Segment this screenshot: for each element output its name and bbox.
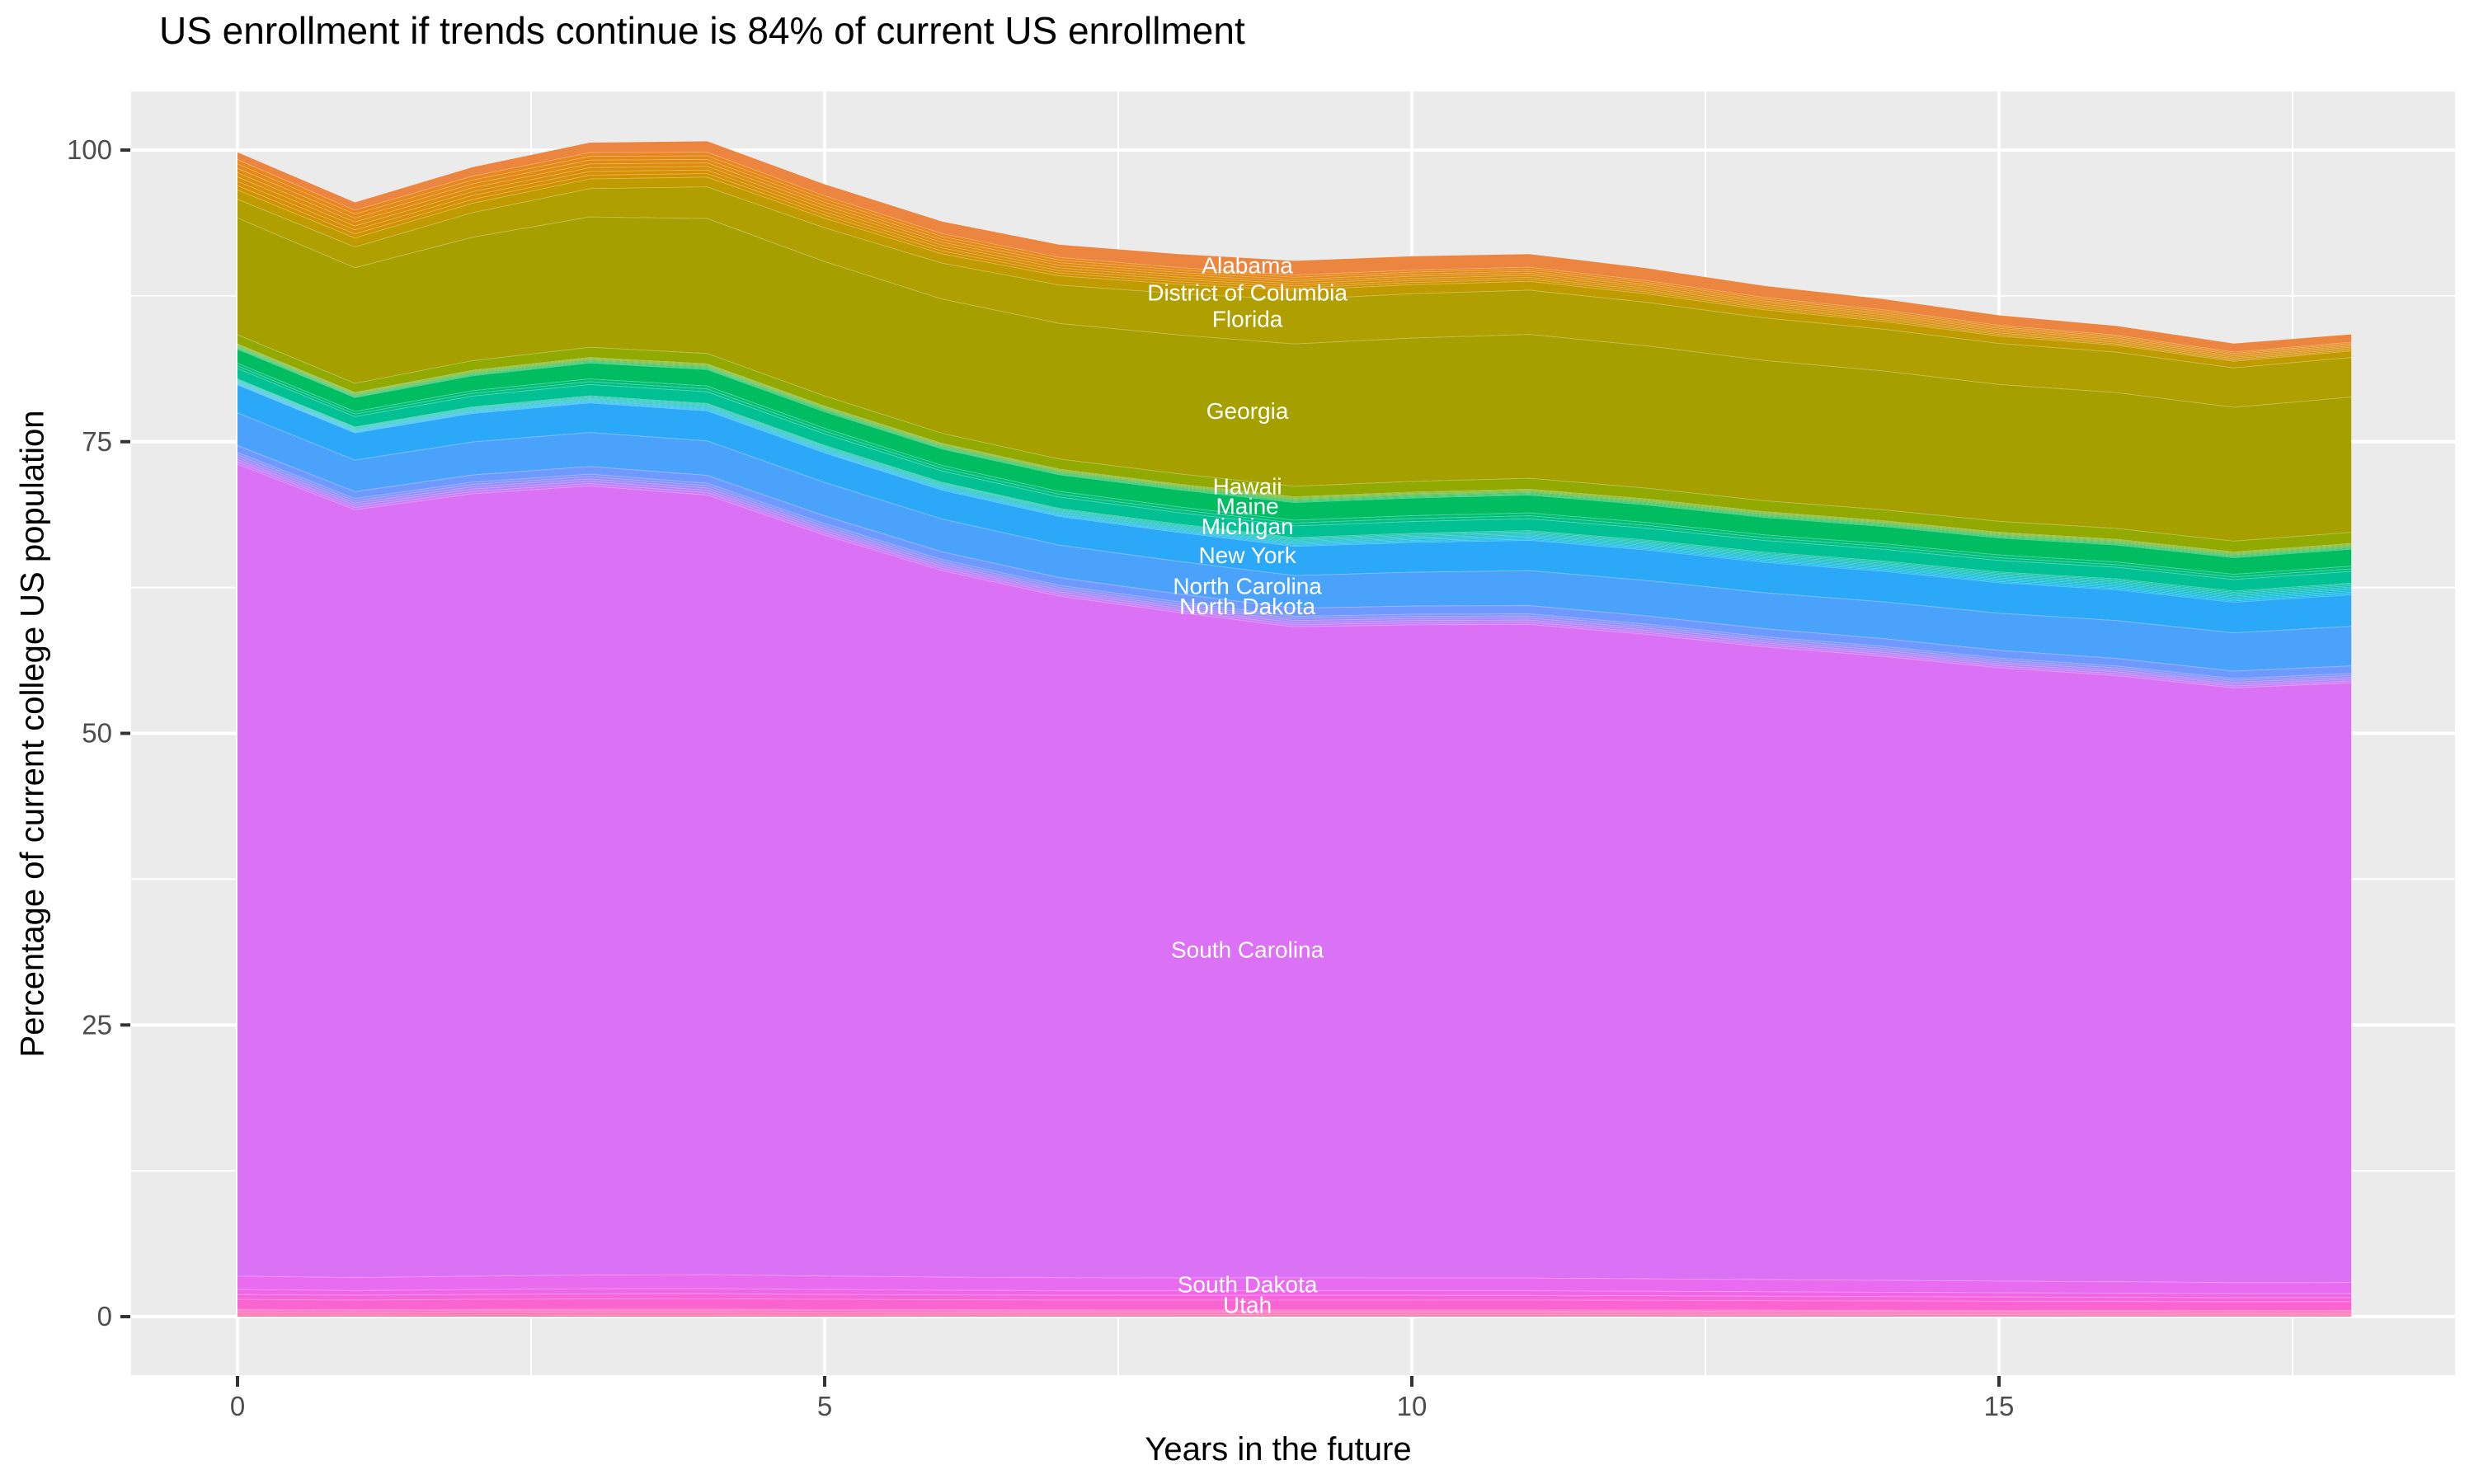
band-south-dakota	[238, 1274, 2352, 1294]
band-vermont-wyoming-states-slice-5	[238, 1310, 2352, 1313]
y-tick-label-0: 0	[97, 1301, 112, 1331]
band-label-utah: Utah	[1223, 1293, 1272, 1318]
y-tick-label-100: 100	[67, 134, 112, 165]
band-tennessee-texas-states-slice-2	[238, 1288, 2352, 1298]
band-michigan	[238, 368, 2352, 591]
band-label-hawaii: Hawaii	[1213, 474, 1282, 500]
band-maine	[238, 349, 2352, 575]
band-vermont-wyoming-states-slice-3	[238, 1313, 2352, 1315]
band-vermont-wyoming-states-slice-6	[238, 1308, 2352, 1312]
band-north-carolina	[238, 412, 2352, 671]
x-tick-label-15: 15	[1984, 1391, 2015, 1421]
band-alabama	[238, 141, 2352, 352]
band-label-alabama: Alabama	[1202, 252, 1293, 278]
band-georgia	[238, 216, 2352, 541]
band-new-york	[238, 384, 2352, 633]
band-tennessee-texas-states-slice-1	[238, 1293, 2352, 1302]
band-vermont-wyoming-states-slice-2	[238, 1313, 2352, 1316]
band-district-of-columbia	[238, 176, 2352, 368]
band-label-south-dakota: South Dakota	[1178, 1271, 1318, 1297]
band-label-florida: Florida	[1212, 306, 1283, 331]
y-tick-label-75: 75	[82, 426, 112, 457]
band-utah	[238, 1298, 2352, 1311]
band-label-michigan: Michigan	[1202, 514, 1294, 539]
band-label-maine: Maine	[1216, 494, 1278, 519]
band-label-new-york: New York	[1198, 542, 1296, 568]
chart-title: US enrollment if trends continue is 84% …	[159, 9, 1245, 52]
band-label-georgia: Georgia	[1206, 398, 1289, 424]
y-tick-label-50: 50	[82, 718, 112, 749]
band-alaska-delaware-states-slice-3	[238, 166, 2352, 359]
band-florida	[238, 186, 2352, 407]
band-label-district-of-columbia: District of Columbia	[1147, 280, 1348, 306]
x-tick-label-10: 10	[1397, 1391, 1427, 1421]
band-label-north-carolina: North Carolina	[1173, 574, 1322, 599]
band-label-south-carolina: South Carolina	[1171, 937, 1324, 962]
band-alaska-delaware-states-slice-1	[238, 173, 2352, 361]
band-alaska-delaware-states-slice-4	[238, 162, 2352, 358]
band-label-north-dakota: North Dakota	[1179, 594, 1315, 619]
x-tick-label-5: 5	[817, 1391, 832, 1421]
x-axis-title: Years in the future	[1145, 1431, 1412, 1468]
y-tick-label-25: 25	[82, 1009, 112, 1040]
band-alaska-delaware-states-slice-2	[238, 169, 2352, 360]
band-vermont-wyoming-states-slice-1	[238, 1315, 2352, 1317]
band-south-carolina	[238, 463, 2352, 1283]
band-vermont-wyoming-states-slice-4	[238, 1311, 2352, 1314]
x-tick-label-0: 0	[230, 1391, 245, 1421]
